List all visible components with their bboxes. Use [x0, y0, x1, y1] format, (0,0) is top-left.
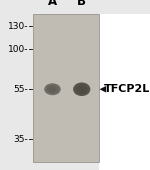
Ellipse shape — [44, 83, 61, 95]
Ellipse shape — [73, 82, 90, 96]
Text: 55-: 55- — [14, 85, 28, 94]
Ellipse shape — [78, 87, 85, 92]
FancyBboxPatch shape — [99, 0, 150, 170]
Text: 100-: 100- — [8, 45, 28, 54]
Text: A: A — [48, 0, 57, 8]
FancyBboxPatch shape — [33, 14, 99, 162]
Ellipse shape — [47, 85, 58, 94]
Text: TFCP2L1: TFCP2L1 — [104, 84, 150, 94]
Text: B: B — [77, 0, 86, 8]
FancyBboxPatch shape — [0, 0, 150, 14]
Ellipse shape — [76, 84, 88, 94]
Ellipse shape — [49, 87, 56, 92]
Text: 35-: 35- — [14, 135, 28, 144]
Text: 130-: 130- — [8, 22, 28, 31]
